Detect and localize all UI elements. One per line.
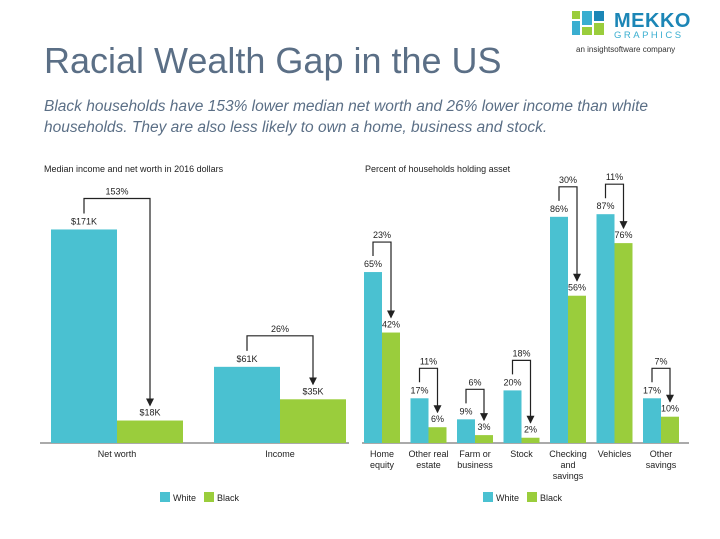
bar-black xyxy=(280,399,346,443)
gap-arrow xyxy=(558,186,581,282)
bar-white xyxy=(51,229,117,443)
category-label: Vehicles xyxy=(598,449,632,459)
page-title: Racial Wealth Gap in the US xyxy=(44,40,502,81)
bar-white xyxy=(214,366,280,443)
category-label: Checking xyxy=(549,449,587,459)
value-label-black: $18K xyxy=(139,408,160,418)
category-label: Other real xyxy=(408,449,448,459)
category-label: savings xyxy=(553,471,584,481)
category-label: equity xyxy=(370,460,395,470)
bar-black xyxy=(475,435,493,443)
legend-label-white: White xyxy=(173,493,196,503)
gap-arrow xyxy=(465,388,488,422)
logo-subname: GRAPHICS xyxy=(614,30,684,41)
legend-label-black: Black xyxy=(217,493,240,503)
category-label: Other xyxy=(650,449,673,459)
value-label-black: 76% xyxy=(614,230,632,240)
mekko-squares-icon xyxy=(572,11,604,35)
logo-name: MEKKO xyxy=(614,10,691,32)
bar-black xyxy=(614,243,633,443)
page-subtitle: Black households have 153% lower median … xyxy=(44,98,648,136)
legend-swatch-white xyxy=(483,492,493,502)
value-label-black: $35K xyxy=(302,386,323,396)
category-label: Income xyxy=(265,449,295,459)
value-label-white: $61K xyxy=(236,354,257,364)
gap-arrow xyxy=(511,359,535,424)
category-label: Farm or xyxy=(459,449,491,459)
gap-arrow xyxy=(246,335,317,386)
value-label-white: 17% xyxy=(643,385,661,395)
value-label-black: 2% xyxy=(524,425,537,435)
value-label-white: 86% xyxy=(550,204,568,214)
category-label: estate xyxy=(416,460,441,470)
value-label-white: 20% xyxy=(503,377,521,387)
bar-white xyxy=(410,398,429,443)
value-label-black: 56% xyxy=(568,283,586,293)
gap-label: 23% xyxy=(373,230,391,240)
gap-arrow xyxy=(372,241,395,319)
gap-arrow xyxy=(651,367,674,403)
legend-swatch-black xyxy=(527,492,537,502)
category-label: and xyxy=(560,460,575,470)
bar-white xyxy=(457,419,475,443)
bar-black xyxy=(428,427,447,443)
value-label-white: 17% xyxy=(410,385,428,395)
bar-white xyxy=(364,272,382,443)
mekko-logo: MEKKO GRAPHICS an insightsoftware compan… xyxy=(570,8,716,58)
gap-label: 153% xyxy=(105,186,128,196)
legend-label-black: Black xyxy=(540,493,563,503)
panel-title: Median income and net worth in 2016 doll… xyxy=(44,164,224,174)
gap-arrow xyxy=(604,183,628,230)
category-label: Net worth xyxy=(98,449,137,459)
legend-swatch-black xyxy=(204,492,214,502)
value-label-black: 6% xyxy=(431,414,444,424)
legend-label-white: White xyxy=(496,493,519,503)
gap-label: 7% xyxy=(654,356,667,366)
bar-white xyxy=(596,214,615,443)
category-label: Stock xyxy=(510,449,533,459)
category-label: savings xyxy=(646,460,677,470)
gap-label: 26% xyxy=(271,324,289,334)
bar-black xyxy=(382,332,400,443)
legend-swatch-white xyxy=(160,492,170,502)
value-label-black: 10% xyxy=(661,404,679,414)
gap-label: 11% xyxy=(606,172,623,182)
gap-label: 11% xyxy=(420,356,437,366)
value-label-black: 42% xyxy=(382,320,400,330)
logo-tagline: an insightsoftware company xyxy=(576,45,676,54)
bar-black xyxy=(117,420,183,443)
gap-label: 18% xyxy=(512,348,530,358)
gap-label: 30% xyxy=(559,175,577,185)
gap-arrow xyxy=(83,197,154,407)
panel-title: Percent of households holding asset xyxy=(365,164,511,174)
bar-white xyxy=(550,216,568,443)
gap-arrow xyxy=(418,367,442,414)
category-label: business xyxy=(457,460,493,470)
category-label: Home xyxy=(370,449,394,459)
value-label-white: 87% xyxy=(596,201,614,211)
gap-label: 6% xyxy=(468,377,481,387)
value-label-white: 9% xyxy=(459,406,472,416)
value-label-white: 65% xyxy=(364,259,382,269)
bar-black xyxy=(568,295,586,443)
bar-white xyxy=(503,390,522,443)
value-label-black: 3% xyxy=(477,422,490,432)
bar-white xyxy=(643,398,661,443)
value-label-white: $171K xyxy=(71,216,97,226)
bar-black xyxy=(661,416,679,443)
bar-black xyxy=(521,437,540,443)
